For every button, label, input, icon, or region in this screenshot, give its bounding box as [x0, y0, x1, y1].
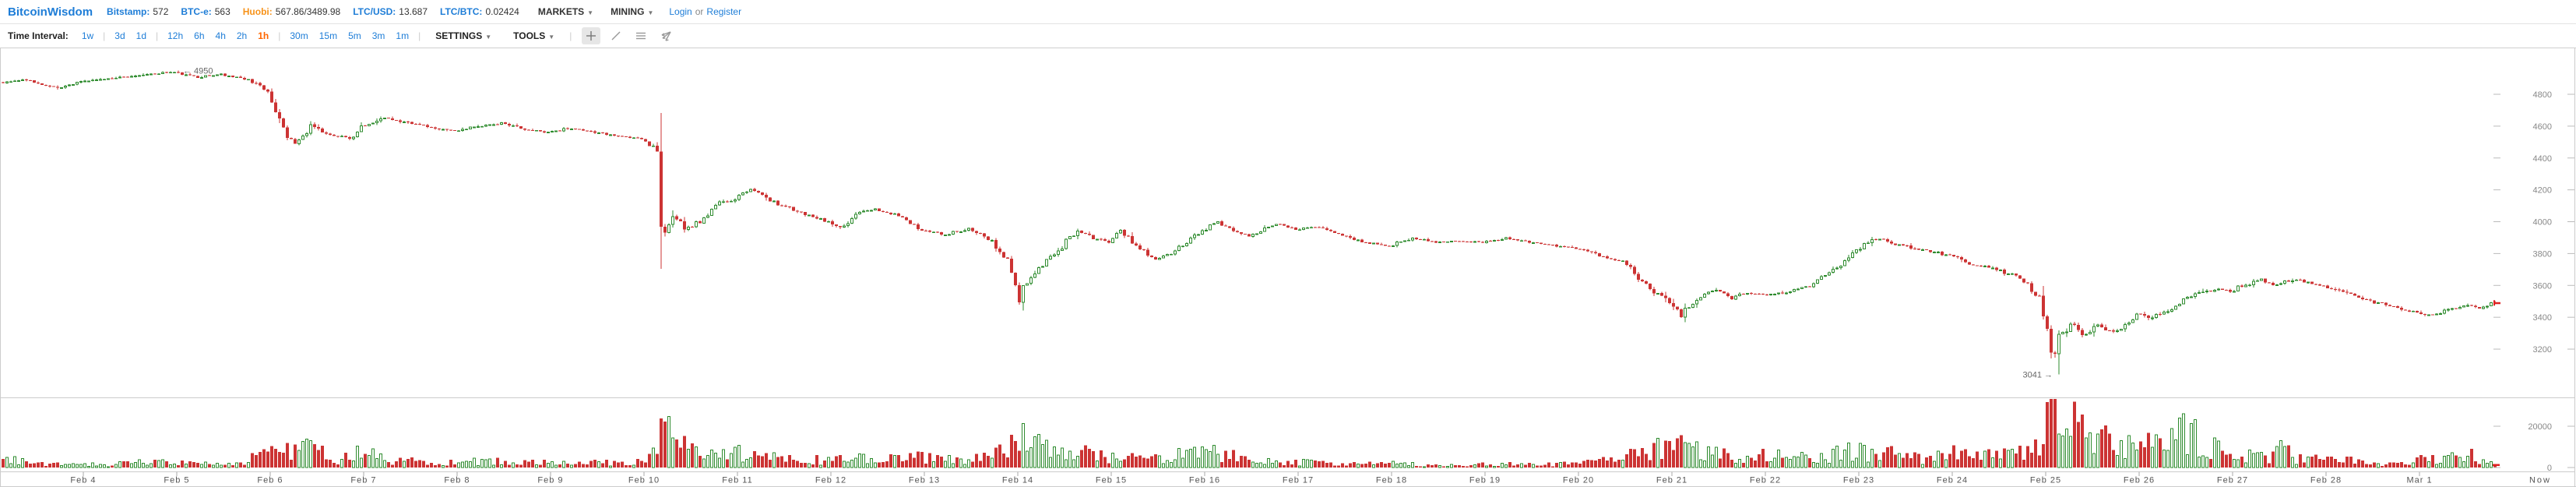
interval-6h[interactable]: 6h — [194, 30, 205, 41]
interval-30m[interactable]: 30m — [290, 30, 308, 41]
svg-text:Now: Now — [2529, 476, 2551, 485]
svg-text:3400: 3400 — [2533, 313, 2552, 323]
markets-menu[interactable]: MARKETS ▼ — [538, 6, 593, 17]
svg-text:Feb 8: Feb 8 — [444, 476, 470, 485]
svg-text:Feb 24: Feb 24 — [1937, 476, 1968, 485]
horizontal-line-icon[interactable] — [632, 27, 650, 44]
interval-1m[interactable]: 1m — [396, 30, 410, 41]
divider: | — [569, 30, 572, 41]
settings-menu[interactable]: SETTINGS ▼ — [435, 30, 491, 41]
interval-1d[interactable]: 1d — [135, 30, 146, 41]
time-interval-label: Time Interval: — [8, 30, 69, 41]
svg-text:20000: 20000 — [2528, 422, 2552, 432]
tools-menu[interactable]: TOOLS ▼ — [513, 30, 554, 41]
interval-15m[interactable]: 15m — [318, 30, 338, 41]
interval-1w[interactable]: 1w — [81, 30, 94, 41]
divider: | — [103, 30, 106, 41]
register-link[interactable]: Register — [706, 6, 742, 17]
svg-text:Feb 13: Feb 13 — [909, 476, 940, 485]
ticker-huobi[interactable]: Huobi: 567.86/3489.98 — [242, 6, 341, 17]
svg-text:← 4950: ← 4950 — [183, 66, 213, 76]
crosshair-icon[interactable] — [582, 27, 601, 44]
markets-menu-label: MARKETS — [537, 6, 585, 17]
or-label: or — [695, 6, 704, 17]
ticker-btc-e[interactable]: BTC-e: 563 — [181, 6, 231, 17]
toolbar: Time Interval: 1w | 3d 1d | 12h 6h 4h 2h 1h | 30m 15… — [0, 24, 2576, 48]
svg-text:Feb 26: Feb 26 — [2124, 476, 2155, 485]
svg-text:Mar 1: Mar 1 — [2406, 476, 2432, 485]
interval-12h[interactable]: 12h — [167, 30, 184, 41]
interval-selector: 1w | 3d 1d | 12h 6h 4h 2h 1h | 30m 15m 5m 3m 1m | — [76, 29, 424, 43]
interval-5m[interactable]: 5m — [348, 30, 361, 41]
header: BitcoinWisdom Bitstamp: 572 BTC-e: 563 Huobi… — [0, 0, 2576, 24]
svg-text:Feb 4: Feb 4 — [70, 476, 96, 485]
svg-text:Feb 22: Feb 22 — [1750, 476, 1781, 485]
svg-text:Feb 14: Feb 14 — [1002, 476, 1033, 485]
divider: | — [418, 30, 421, 41]
draw-tools — [579, 27, 678, 44]
svg-text:Feb 25: Feb 25 — [2030, 476, 2061, 485]
fib-fan-icon[interactable] — [656, 27, 675, 44]
auth-links: Login or Register — [669, 6, 741, 17]
mining-menu-label: MINING — [611, 6, 645, 17]
svg-text:3041 →: 3041 → — [2022, 371, 2053, 380]
svg-text:4200: 4200 — [2533, 186, 2552, 196]
svg-text:0: 0 — [2547, 464, 2552, 473]
svg-text:Feb 28: Feb 28 — [2310, 476, 2342, 485]
divider: | — [278, 30, 281, 41]
svg-text:3600: 3600 — [2533, 281, 2552, 291]
price-chart[interactable]: 4800 4600 4400 4200 4000 3800 3600 3400 3200 2000… — [0, 48, 2576, 487]
app-logo[interactable]: BitcoinWisdom — [8, 5, 93, 19]
login-link[interactable]: Login — [669, 6, 692, 17]
svg-text:Feb 16: Feb 16 — [1189, 476, 1220, 485]
interval-2h[interactable]: 2h — [236, 30, 248, 41]
ticker-ltcbtc[interactable]: LTC/BTC: 0.02424 — [440, 6, 519, 17]
chevron-down-icon: ▼ — [485, 34, 492, 41]
svg-text:Feb 19: Feb 19 — [1469, 476, 1501, 485]
svg-text:4800: 4800 — [2533, 90, 2552, 100]
svg-text:4400: 4400 — [2533, 154, 2552, 164]
svg-text:4000: 4000 — [2533, 218, 2552, 228]
svg-text:Feb 12: Feb 12 — [815, 476, 846, 485]
interval-4h[interactable]: 4h — [215, 30, 226, 41]
svg-text:Feb 21: Feb 21 — [1656, 476, 1687, 485]
market-tickers: Bitstamp: 572 BTC-e: 563 Huobi: 567.86/3489.9… — [107, 5, 532, 19]
tools-menu-label: TOOLS — [513, 30, 546, 41]
svg-text:Feb 7: Feb 7 — [350, 476, 376, 485]
svg-text:Feb 17: Feb 17 — [1283, 476, 1314, 485]
interval-3d[interactable]: 3d — [114, 30, 125, 41]
svg-text:Feb 9: Feb 9 — [537, 476, 563, 485]
ticker-bitstamp[interactable]: Bitstamp: 572 — [107, 6, 169, 17]
svg-text:Feb 10: Feb 10 — [628, 476, 660, 485]
svg-text:Feb 27: Feb 27 — [2217, 476, 2248, 485]
trend-line-icon[interactable] — [607, 27, 625, 44]
svg-text:Feb 5: Feb 5 — [164, 476, 189, 485]
ticker-ltcusd[interactable]: LTC/USD: 13.687 — [353, 6, 428, 17]
chevron-down-icon: ▼ — [647, 9, 654, 16]
settings-menu-label: SETTINGS — [435, 30, 483, 41]
chevron-down-icon: ▼ — [548, 34, 555, 41]
interval-1h[interactable]: 1h — [258, 30, 269, 41]
svg-text:Feb 11: Feb 11 — [722, 476, 752, 485]
svg-text:Feb 6: Feb 6 — [257, 476, 283, 485]
svg-text:Feb 23: Feb 23 — [1843, 476, 1874, 485]
svg-text:3200: 3200 — [2533, 345, 2552, 355]
interval-3m[interactable]: 3m — [371, 30, 385, 41]
svg-text:Feb 20: Feb 20 — [1563, 476, 1594, 485]
svg-text:Feb 15: Feb 15 — [1096, 476, 1127, 485]
divider: | — [156, 30, 159, 41]
mining-menu[interactable]: MINING ▼ — [611, 6, 653, 17]
svg-text:3800: 3800 — [2533, 249, 2552, 259]
svg-text:4600: 4600 — [2533, 122, 2552, 132]
chevron-down-icon: ▼ — [587, 9, 594, 16]
svg-text:Feb 18: Feb 18 — [1376, 476, 1407, 485]
